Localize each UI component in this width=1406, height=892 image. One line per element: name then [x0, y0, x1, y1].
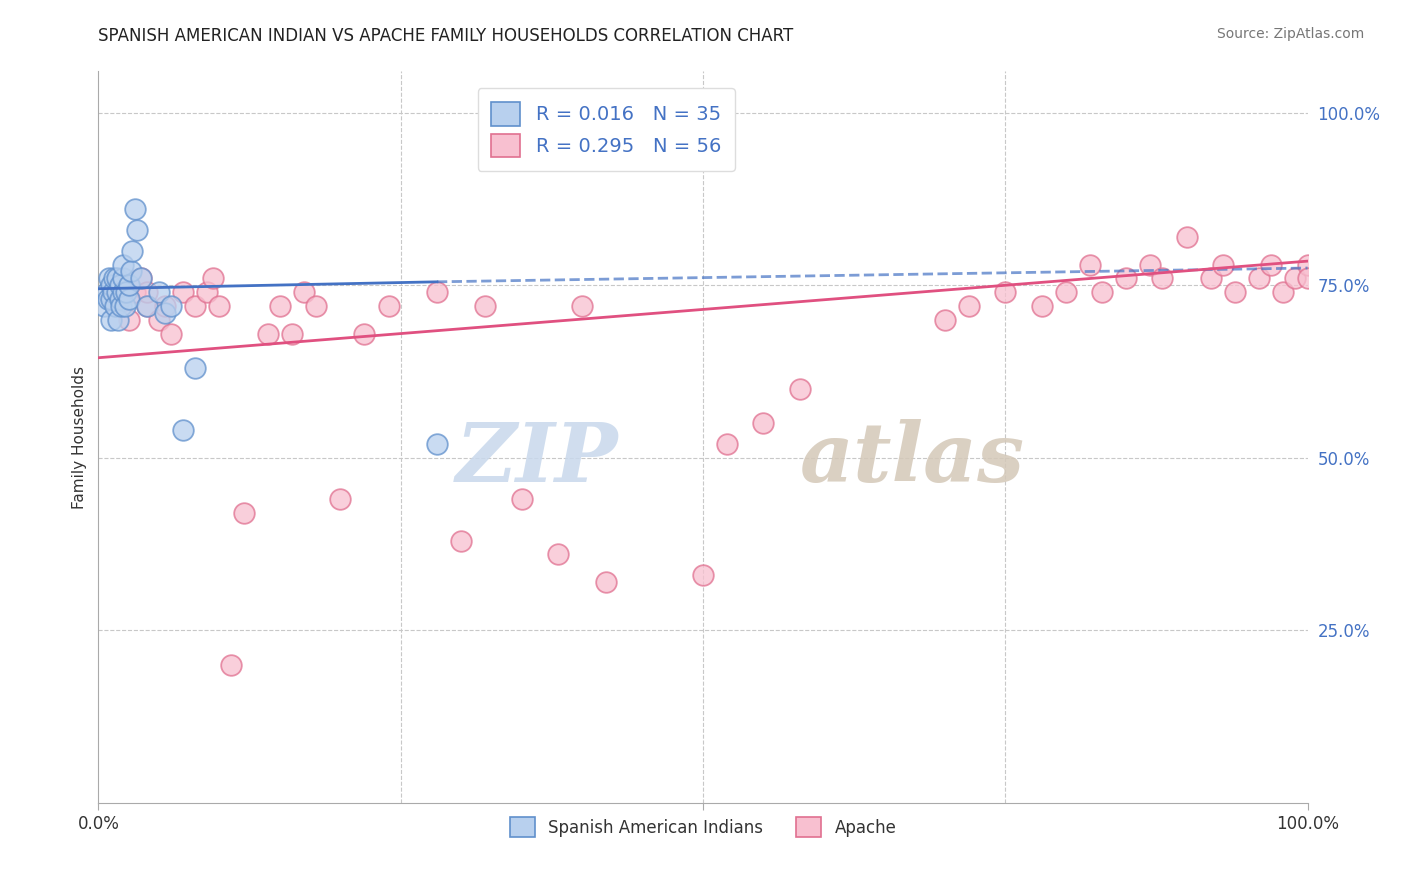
Point [101, 285, 124, 300]
Point [256, 326, 278, 341]
Point [934, 312, 956, 326]
Point [153, 299, 176, 313]
Point [1284, 271, 1306, 285]
Point [111, 285, 134, 300]
Point [127, 223, 149, 237]
Point [184, 299, 207, 313]
Point [108, 292, 131, 306]
Point [1212, 258, 1234, 272]
Point [1139, 258, 1161, 272]
Point [474, 299, 496, 313]
Point [1296, 258, 1319, 272]
Point [1260, 258, 1282, 272]
Point [135, 285, 157, 300]
Point [103, 271, 125, 285]
Point [97, 292, 120, 306]
Point [232, 506, 254, 520]
Point [153, 306, 176, 320]
Point [148, 285, 170, 300]
Point [100, 278, 122, 293]
Point [547, 548, 569, 562]
Point [1115, 271, 1137, 285]
Point [110, 299, 132, 313]
Point [118, 312, 141, 326]
Point [105, 299, 128, 313]
Point [752, 417, 775, 431]
Point [115, 285, 138, 300]
Point [353, 326, 375, 341]
Point [135, 299, 157, 313]
Point [426, 285, 449, 300]
Text: ZIP: ZIP [456, 419, 619, 499]
Point [111, 258, 134, 272]
Text: Source: ZipAtlas.com: Source: ZipAtlas.com [1216, 27, 1364, 41]
Point [160, 326, 183, 341]
Point [1091, 285, 1114, 300]
Point [118, 278, 141, 293]
Legend: Spanish American Indians, Apache: Spanish American Indians, Apache [501, 809, 905, 846]
Point [595, 574, 617, 589]
Point [100, 312, 122, 326]
Point [160, 299, 183, 313]
Point [100, 292, 122, 306]
Point [111, 271, 134, 285]
Point [292, 285, 315, 300]
Point [994, 285, 1017, 300]
Point [124, 202, 146, 217]
Point [121, 244, 143, 258]
Point [716, 437, 738, 451]
Point [93, 299, 115, 313]
Point [135, 299, 157, 313]
Point [450, 533, 472, 548]
Point [118, 292, 141, 306]
Point [1296, 271, 1319, 285]
Point [98, 271, 121, 285]
Point [111, 285, 134, 300]
Point [305, 299, 328, 313]
Point [184, 361, 207, 376]
Point [1272, 285, 1295, 300]
Point [104, 299, 127, 313]
Point [1031, 299, 1053, 313]
Point [281, 326, 304, 341]
Point [1152, 271, 1174, 285]
Point [957, 299, 980, 313]
Point [129, 271, 152, 285]
Point [1249, 271, 1271, 285]
Point [221, 657, 243, 672]
Point [1175, 230, 1198, 244]
Text: SPANISH AMERICAN INDIAN VS APACHE FAMILY HOUSEHOLDS CORRELATION CHART: SPANISH AMERICAN INDIAN VS APACHE FAMILY… [98, 27, 793, 45]
Point [208, 299, 231, 313]
Point [329, 492, 352, 507]
Point [692, 568, 714, 582]
Point [96, 285, 118, 300]
Point [195, 285, 218, 300]
Text: atlas: atlas [800, 419, 1025, 499]
Point [1078, 258, 1101, 272]
Point [172, 285, 194, 300]
Point [120, 264, 142, 278]
Point [105, 285, 128, 300]
Y-axis label: Family Households: Family Households [72, 366, 87, 508]
Point [269, 299, 291, 313]
Point [129, 271, 152, 285]
Point [172, 423, 194, 437]
Point [108, 278, 131, 293]
Point [571, 299, 593, 313]
Point [105, 271, 128, 285]
Point [202, 271, 225, 285]
Point [1199, 271, 1222, 285]
Point [1223, 285, 1246, 300]
Point [114, 299, 136, 313]
Point [124, 285, 146, 300]
Point [1054, 285, 1077, 300]
Point [510, 492, 533, 507]
Point [426, 437, 449, 451]
Point [789, 382, 811, 396]
Point [107, 312, 129, 326]
Point [148, 312, 170, 326]
Point [377, 299, 399, 313]
